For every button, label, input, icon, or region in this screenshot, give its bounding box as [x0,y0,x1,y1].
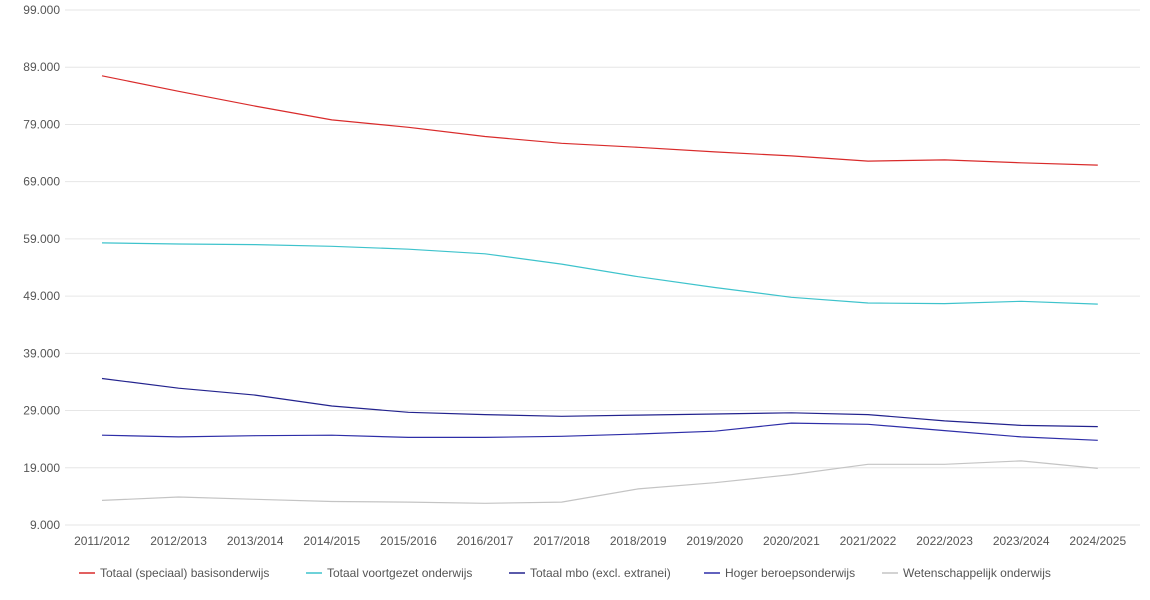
x-tick-label: 2011/2012 [74,534,130,548]
legend-label: Hoger beroepsonderwijs [725,566,855,580]
series-line[interactable] [101,75,1098,166]
x-tick-label: 2015/2016 [380,534,437,548]
x-tick-label: 2016/2017 [457,534,514,548]
y-tick-label: 59.000 [23,232,60,246]
y-tick-label: 29.000 [23,404,60,418]
x-tick-label: 2023/2024 [993,534,1050,548]
legend-label: Totaal mbo (excl. extranei) [530,566,671,580]
x-tick-label: 2020/2021 [763,534,820,548]
legend-item[interactable]: Wetenschappelijk onderwijs [882,566,1051,580]
legend-label: Totaal (speciaal) basisonderwijs [100,566,269,580]
legend-label: Totaal voortgezet onderwijs [327,566,472,580]
legend[interactable]: Totaal (speciaal) basisonderwijs Totaal v… [79,566,1051,580]
legend-item[interactable]: Totaal mbo (excl. extranei) [509,566,671,580]
series-lines [101,75,1098,504]
y-tick-label: 49.000 [23,289,60,303]
x-tick-label: 2024/2025 [1069,534,1126,548]
legend-item[interactable]: Totaal (speciaal) basisonderwijs [79,566,269,580]
x-tick-label: 2022/2023 [916,534,973,548]
grid-lines [65,9,1140,526]
y-tick-label: 79.000 [23,117,60,131]
y-tick-label: 19.000 [23,461,60,475]
series-line[interactable] [101,460,1098,504]
y-tick-label: 9.000 [30,518,60,532]
y-tick-label: 39.000 [23,346,60,360]
y-tick-label: 69.000 [23,175,60,189]
x-tick-label: 2018/2019 [610,534,667,548]
x-tick-label: 2019/2020 [686,534,743,548]
legend-item[interactable]: Hoger beroepsonderwijs [704,566,855,580]
x-tick-label: 2017/2018 [533,534,590,548]
x-tick-label: 2012/2013 [150,534,207,548]
legend-item[interactable]: Totaal voortgezet onderwijs [306,566,472,580]
series-line[interactable] [101,377,1098,428]
x-axis: 2011/2012 2012/2013 2013/2014 2014/2015 2015… [74,534,1126,548]
y-tick-label: 89.000 [23,60,60,74]
y-tick-label: 99.000 [23,3,60,17]
x-tick-label: 2021/2022 [840,534,897,548]
series-line[interactable] [101,422,1098,441]
legend-label: Wetenschappelijk onderwijs [903,566,1051,580]
series-line[interactable] [101,242,1098,305]
x-tick-label: 2014/2015 [303,534,360,548]
x-tick-label: 2013/2014 [227,534,284,548]
y-axis: 9.000 19.000 29.000 39.000 49.000 59.000 69.00… [23,3,60,532]
